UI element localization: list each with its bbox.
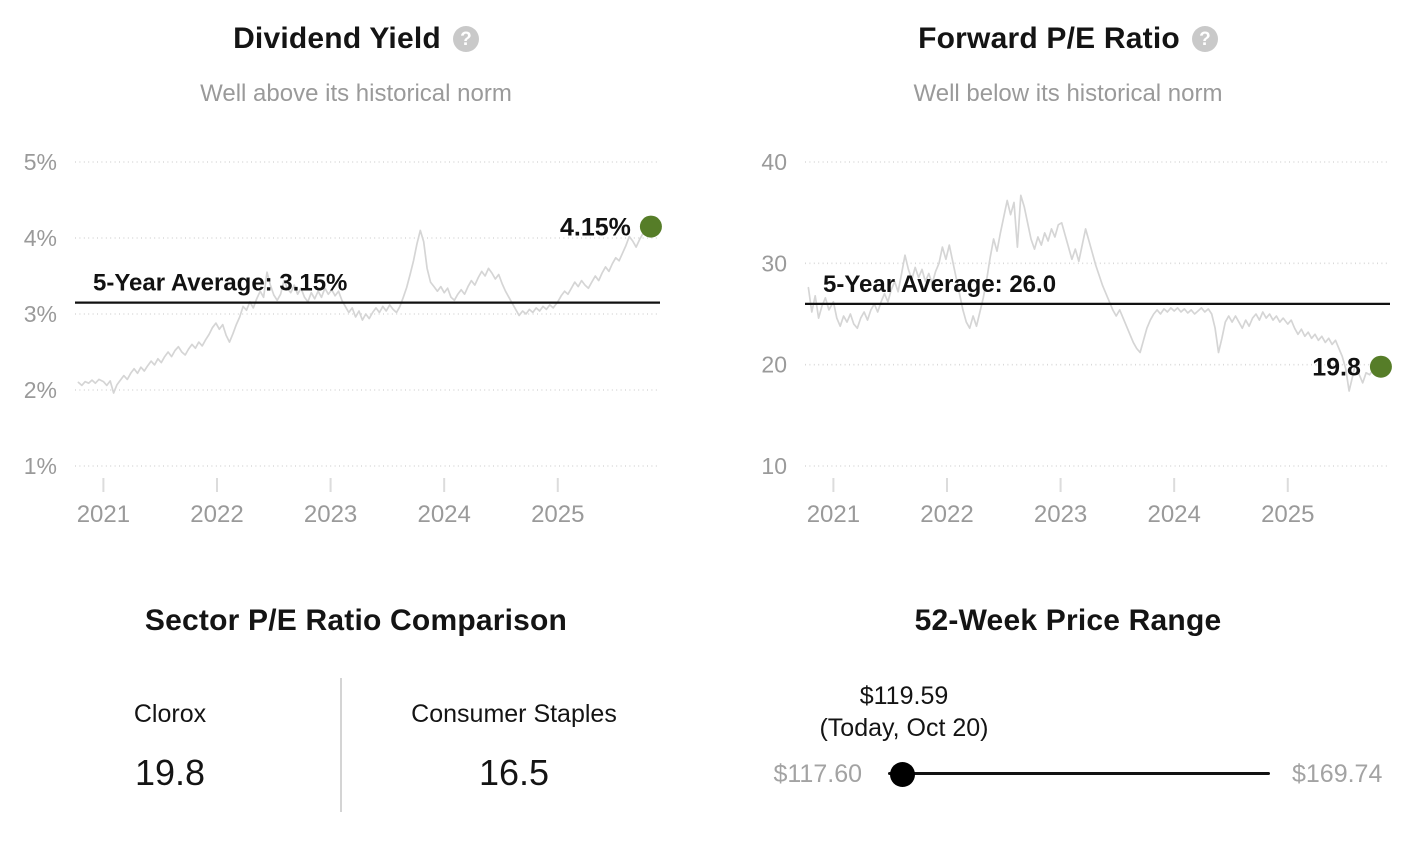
- x-axis-tick-label: 2023: [1034, 501, 1087, 528]
- x-axis-tick-label: 2023: [304, 501, 357, 528]
- x-axis-tick-label: 2025: [1261, 501, 1314, 528]
- dividend-yield-subtitle: Well above its historical norm: [200, 80, 512, 107]
- x-axis-tick-label: 2024: [417, 501, 470, 528]
- current-price-label: $119.59: [859, 682, 949, 710]
- y-axis-tick-label: 30: [761, 250, 787, 276]
- price-range-title-row: 52-Week Price Range: [712, 604, 1424, 638]
- x-axis-tick-label: 2021: [77, 501, 130, 528]
- y-axis-tick-label: 20: [761, 352, 787, 378]
- comparison-label: Consumer Staples: [411, 700, 617, 728]
- x-axis-tick-label: 2022: [920, 501, 973, 528]
- vertical-divider: [340, 678, 342, 812]
- current-value-label: 19.8: [1312, 354, 1361, 382]
- price-range-slider: $117.60 $169.74: [712, 758, 1424, 792]
- series-line: [807, 194, 1382, 392]
- series-line: [77, 225, 652, 394]
- current-value-label: 4.15%: [560, 214, 631, 242]
- x-axis-tick-label: 2021: [807, 501, 860, 528]
- help-icon[interactable]: ?: [452, 26, 479, 52]
- x-axis-tick-label: 2024: [1147, 501, 1200, 528]
- dividend-yield-chart: 5% 4% 3% 2% 1% 2021 2022 2023 2024 2025 5-Year Ave…: [24, 149, 662, 528]
- x-axis-tick-label: 2022: [190, 501, 243, 528]
- y-axis-tick-label: 4%: [24, 225, 57, 251]
- price-range-title: 52-Week Price Range: [914, 604, 1222, 637]
- dividend-yield-title: Dividend Yield: [233, 22, 441, 55]
- comparison-value: 16.5: [478, 752, 550, 793]
- x-axis-tick-label: 2025: [531, 501, 584, 528]
- y-axis-tick-label: 1%: [24, 453, 57, 479]
- forward-pe-chart: 40 30 20 10 2021 2022 2023 2024 2025 5-Year Avera…: [761, 149, 1392, 528]
- y-axis-tick-label: 2%: [24, 377, 57, 403]
- dividend-yield-panel: Dividend Yield ? Well above its historic…: [0, 0, 712, 560]
- sector-pe-comparison-title: Sector P/E Ratio Comparison: [144, 604, 568, 637]
- current-price-date: (Today, Oct 20): [819, 714, 989, 742]
- forward-pe-panel: Forward P/E Ratio ? Well below its histo…: [712, 0, 1424, 560]
- comparison-columns: Clorox 19.8 Consumer Staples 16.5: [0, 700, 712, 820]
- comparison-value: 19.8: [134, 752, 206, 793]
- current-price-block: $119.59 (Today, Oct 20): [772, 680, 1036, 744]
- forward-pe-title-row: Forward P/E Ratio ?: [712, 22, 1424, 56]
- current-value-dot: [639, 215, 662, 238]
- average-line-label: 5-Year Average: 3.15%: [93, 270, 347, 297]
- comparison-label: Clorox: [133, 700, 207, 728]
- y-axis-tick-label: 3%: [24, 301, 57, 327]
- y-axis-tick-label: 40: [761, 149, 787, 175]
- range-low-label: $117.60: [773, 760, 862, 788]
- y-axis-tick-label: 5%: [24, 149, 57, 175]
- forward-pe-title: Forward P/E Ratio: [918, 22, 1180, 55]
- sector-pe-comparison-title-row: Sector P/E Ratio Comparison: [0, 604, 712, 638]
- sector-pe-comparison-panel: Sector P/E Ratio Comparison Clorox 19.8 …: [0, 560, 712, 846]
- forward-pe-subtitle: Well below its historical norm: [913, 80, 1223, 107]
- current-value-dot: [1369, 355, 1392, 378]
- help-icon[interactable]: ?: [1191, 26, 1218, 52]
- range-track: [888, 772, 1270, 775]
- price-range-panel: 52-Week Price Range $119.59 (Today, Oct …: [712, 560, 1424, 846]
- current-price-dot: [890, 761, 916, 787]
- average-line-label: 5-Year Average: 26.0: [823, 271, 1056, 298]
- y-axis-tick-label: 10: [761, 453, 787, 479]
- range-high-label: $169.74: [1292, 760, 1383, 788]
- dividend-yield-title-row: Dividend Yield ?: [0, 22, 712, 56]
